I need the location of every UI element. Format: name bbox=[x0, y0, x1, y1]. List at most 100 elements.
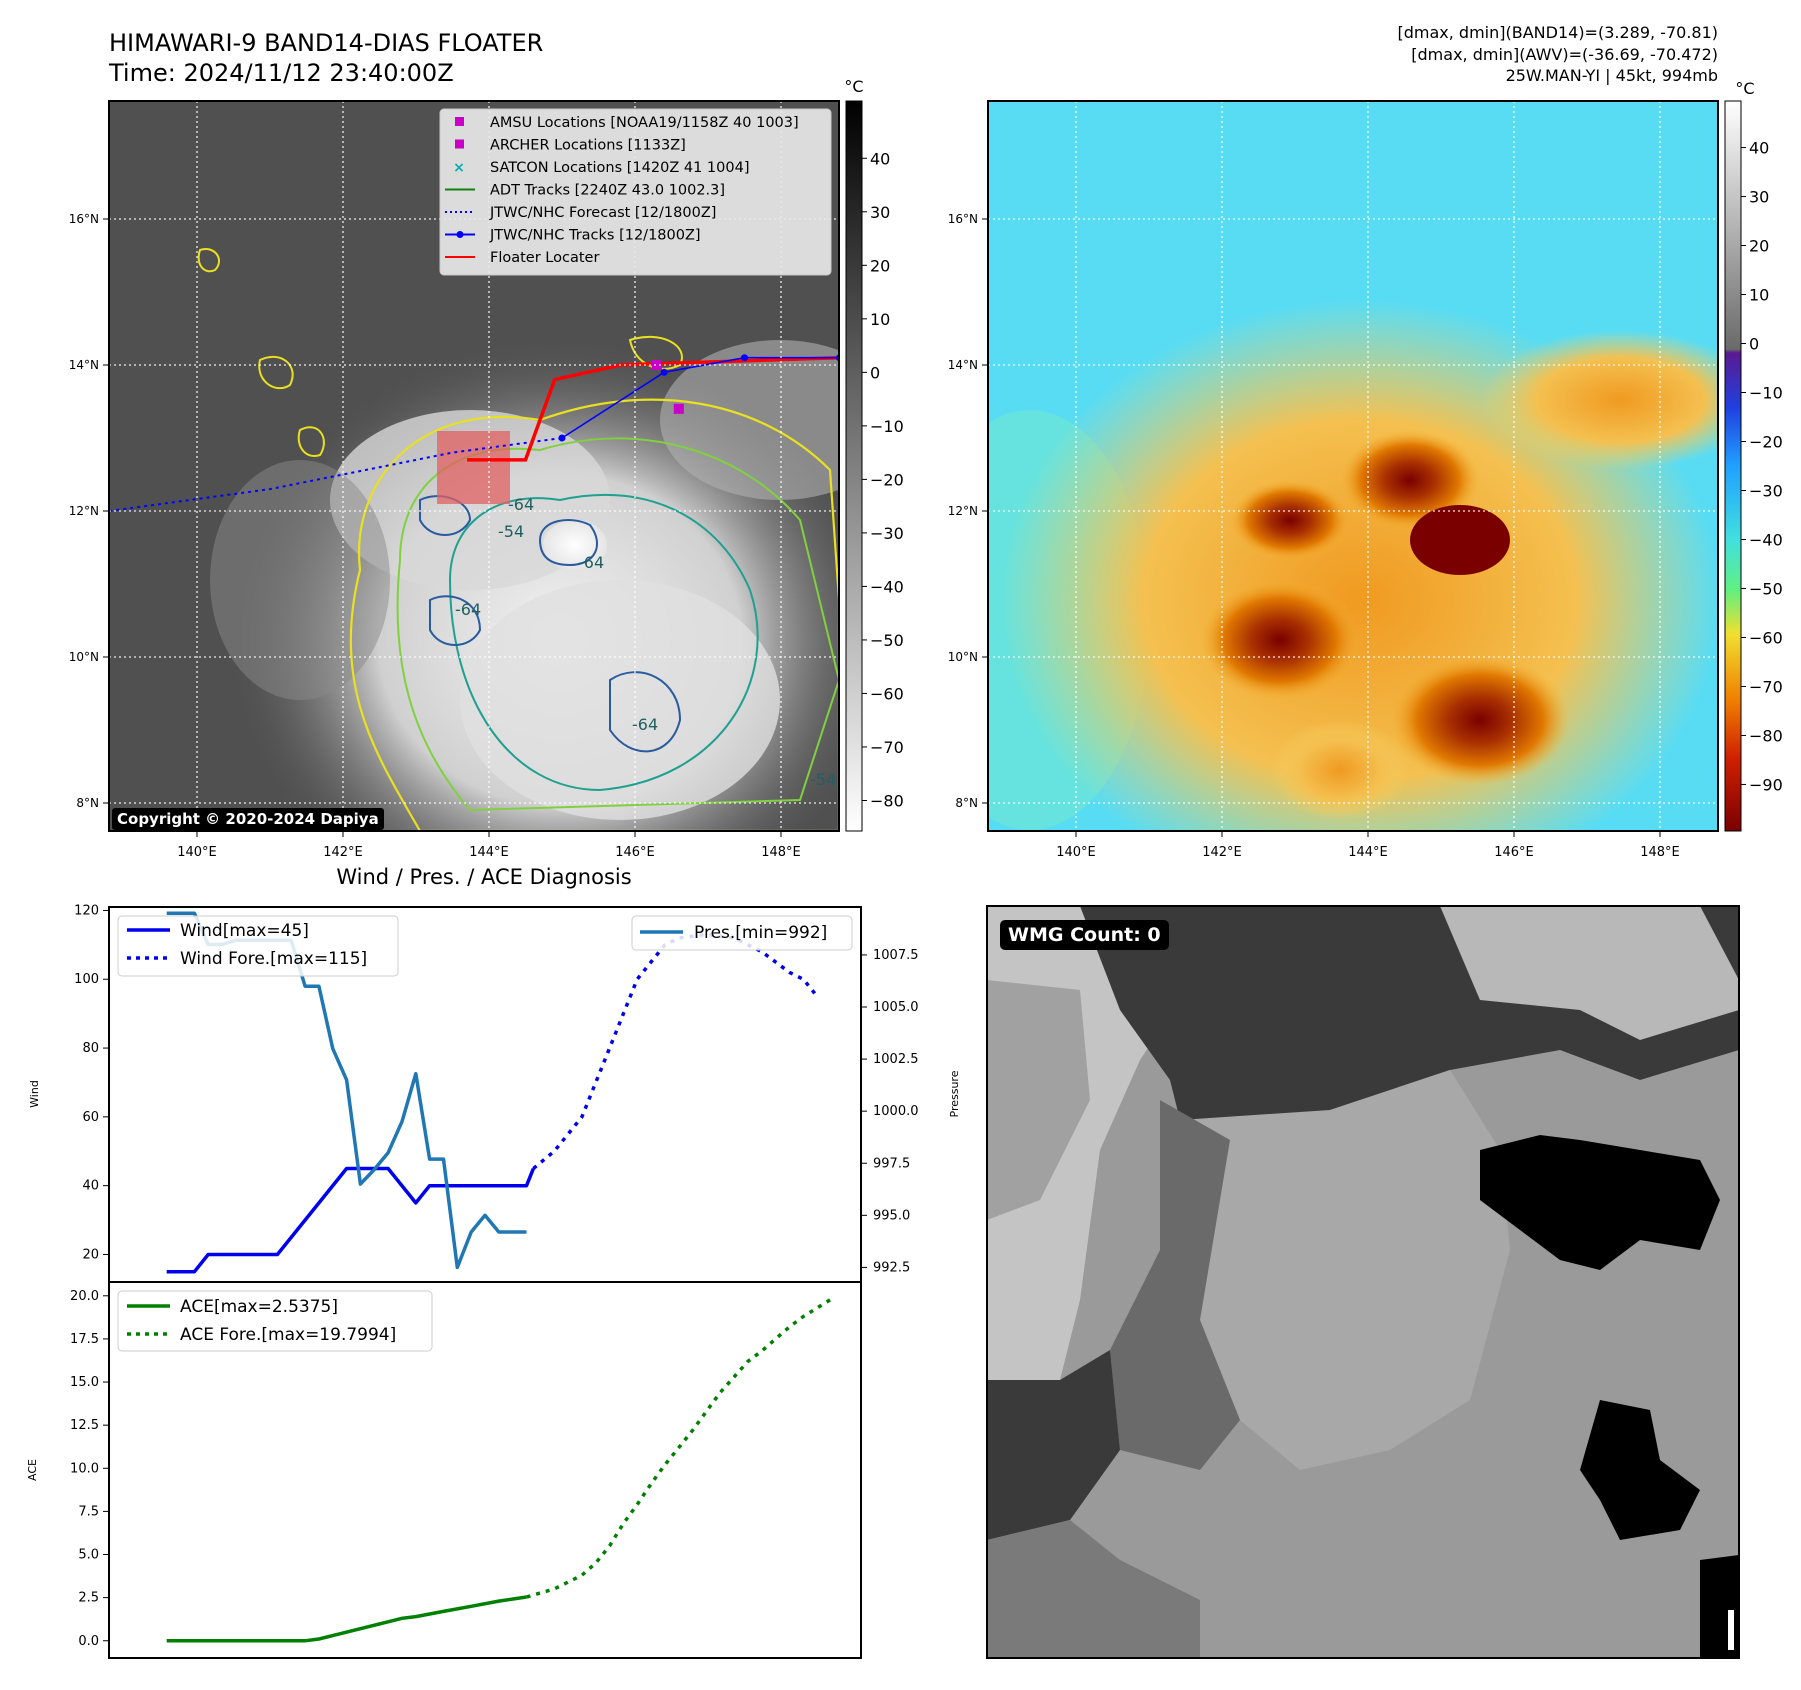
contour-label-3: -64 bbox=[578, 553, 604, 572]
ir-lon-label: 146°E bbox=[615, 845, 655, 860]
awv-lat-label: 16°N bbox=[948, 212, 978, 226]
pressure-ytick-label: 1007.5 bbox=[873, 948, 919, 963]
legend-item: JTWC/NHC Forecast [12/1800Z] bbox=[445, 205, 716, 221]
ir-colorbar-label: −60 bbox=[870, 684, 904, 703]
awv-lon-label: 148°E bbox=[1640, 845, 1680, 860]
legend-item: AMSU Locations [NOAA19/1158Z 40 1003] bbox=[455, 115, 799, 131]
pressure-ytick-label: 1000.0 bbox=[873, 1104, 919, 1119]
ace-fore-legend-label: ACE Fore.[max=19.7994] bbox=[180, 1325, 396, 1345]
ace-legend: ACE[max=2.5375] ACE Fore.[max=19.7994] bbox=[117, 1290, 433, 1352]
archer-marker bbox=[651, 360, 662, 370]
legend-label: SATCON Locations [1420Z 41 1004] bbox=[490, 160, 749, 176]
ir-lat-label: 10°N bbox=[69, 650, 99, 664]
legend-item: ARCHER Locations [1133Z] bbox=[455, 138, 686, 154]
ir-colorbar: °C 40 30 20 10 0 −10 −20 −30 −40 −50 −60 −70 −80 bbox=[844, 77, 904, 832]
legend-x-marker: × bbox=[453, 160, 465, 176]
ir-lat-label: 16°N bbox=[69, 212, 99, 226]
awv-colorbar-bar bbox=[1724, 100, 1742, 832]
ace-axis-label: ACE bbox=[26, 1459, 39, 1481]
ir-colorbar-label: 30 bbox=[870, 203, 890, 222]
ir-map-frame bbox=[108, 100, 840, 832]
ace-ytick-label: 5.0 bbox=[78, 1548, 99, 1563]
wmg-black-region bbox=[1480, 1135, 1720, 1270]
ace-ytick-label: 10.0 bbox=[70, 1461, 99, 1476]
wind-fore-legend-label: Wind Fore.[max=115] bbox=[180, 949, 367, 969]
awv-colorbar-label: 0 bbox=[1749, 335, 1759, 354]
ace-ytick-label: 2.5 bbox=[78, 1591, 99, 1606]
ir-colorbar-label: −10 bbox=[870, 417, 904, 436]
floater-locater-track bbox=[467, 355, 839, 462]
ir-colorbar-label: 10 bbox=[870, 310, 890, 329]
wind-series-0-line bbox=[166, 1166, 536, 1274]
awv-colorbar-label: −50 bbox=[1749, 579, 1783, 598]
wind-legend-label: Wind[max=45] bbox=[180, 921, 309, 941]
awv-colorbar-label: −70 bbox=[1749, 677, 1783, 696]
awv-colorbar-unit: °C bbox=[1735, 79, 1754, 98]
ace-legend-label: ACE[max=2.5375] bbox=[180, 1297, 338, 1317]
contour-label-5: -64 bbox=[632, 715, 658, 734]
awv-lon-label: 142°E bbox=[1202, 845, 1242, 860]
ace-series-1-line bbox=[526, 1297, 832, 1599]
ace-ytick-label: 17.5 bbox=[70, 1332, 99, 1347]
legend-item: × SATCON Locations [1420Z 41 1004] bbox=[453, 160, 749, 176]
awv-colorbar-label: −40 bbox=[1749, 530, 1783, 549]
figure-title: HIMAWARI-9 BAND14-DIAS FLOATER bbox=[109, 29, 543, 57]
wmg-count-badge: WMG Count: 0 bbox=[1000, 920, 1169, 950]
awv-colorbar-label: −90 bbox=[1749, 775, 1783, 794]
wind-legend-box bbox=[117, 915, 399, 977]
contour-label-2: -54 bbox=[498, 522, 524, 541]
legend-label: ADT Tracks [2240Z 43.0 1002.3] bbox=[490, 183, 725, 199]
pressure-legend: Pres.[min=992] bbox=[631, 915, 853, 951]
awv-colorbar-label: −80 bbox=[1749, 726, 1783, 745]
track-legend: AMSU Locations [NOAA19/1158Z 40 1003] ARC… bbox=[439, 108, 832, 276]
diagnosis-title: Wind / Pres. / ACE Diagnosis bbox=[336, 865, 631, 889]
figure-time: Time: 2024/11/12 23:40:00Z bbox=[108, 59, 454, 87]
cold-core bbox=[1410, 505, 1510, 575]
stat-band14: [dmax, dmin](BAND14)=(3.289, -70.81) bbox=[1398, 23, 1719, 42]
awv-lon-label: 144°E bbox=[1348, 845, 1388, 860]
ir-lat-label: 14°N bbox=[69, 358, 99, 372]
legend-square-marker bbox=[455, 117, 464, 126]
awv-colorbar-label: 30 bbox=[1749, 188, 1769, 207]
ace-ytick-label: 12.5 bbox=[70, 1418, 99, 1433]
wind-ytick-label: 120 bbox=[74, 903, 99, 918]
best-track-point bbox=[660, 368, 668, 376]
ir-lon-label: 148°E bbox=[761, 845, 801, 860]
awv-map-panel: 140°E 142°E 144°E 146°E 148°E 16°N 14°N 12°N 10… bbox=[948, 100, 1719, 860]
awv-colorbar-label: 10 bbox=[1749, 286, 1769, 305]
ir-colorbar-label: 20 bbox=[870, 256, 890, 275]
pressure-ytick-label: 997.5 bbox=[873, 1156, 910, 1171]
ace-chart: ACE 20.0 17.5 15.0 12.5 10.0 7.5 5.0 2.5 0.0 ACE… bbox=[26, 1281, 862, 1659]
ir-colorbar-label: −20 bbox=[870, 470, 904, 489]
ir-colorbar-label: −70 bbox=[870, 738, 904, 757]
best-track-point bbox=[741, 354, 748, 362]
wind-ytick-label: 100 bbox=[74, 972, 99, 987]
legend-label: AMSU Locations [NOAA19/1158Z 40 1003] bbox=[490, 115, 799, 131]
amsu-marker bbox=[673, 403, 684, 414]
copyright-badge: Copyright © 2020-2024 Dapiya bbox=[112, 808, 384, 830]
pressure-ytick-label: 1002.5 bbox=[873, 1052, 919, 1067]
floater-box bbox=[437, 431, 510, 504]
legend-label: JTWC/NHC Forecast [12/1800Z] bbox=[489, 205, 716, 221]
awv-lon-label: 140°E bbox=[1056, 845, 1096, 860]
legend-dot-marker bbox=[456, 231, 464, 238]
wind-axis-label: Wind bbox=[28, 1080, 41, 1108]
awv-lat-label: 14°N bbox=[948, 358, 978, 372]
ace-series-0-line bbox=[166, 1595, 527, 1643]
legend-label: ARCHER Locations [1133Z] bbox=[490, 138, 686, 154]
awv-colorbar-label: −20 bbox=[1749, 433, 1783, 452]
awv-colorbar-label: −10 bbox=[1749, 384, 1783, 403]
ir-colorbar-bar bbox=[845, 100, 863, 832]
pressure-legend-label: Pres.[min=992] bbox=[694, 923, 827, 943]
ir-colorbar-label: −80 bbox=[870, 791, 904, 810]
contour-label-4: -64 bbox=[455, 600, 481, 619]
ir-lon-label: 142°E bbox=[323, 845, 363, 860]
wind-series-1-line bbox=[532, 932, 819, 1170]
awv-lon-label: 146°E bbox=[1494, 845, 1534, 860]
ir-colorbar-label: 40 bbox=[870, 149, 890, 168]
awv-colorbar-label: −30 bbox=[1749, 481, 1783, 500]
ir-map-panel: -64 -54 -64 -64 -64 -54 140°E 142°E 144°E 1… bbox=[69, 100, 840, 860]
stat-awv: [dmax, dmin](AWV)=(-36.69, -70.472) bbox=[1411, 45, 1718, 64]
legend-item: ADT Tracks [2240Z 43.0 1002.3] bbox=[445, 183, 725, 199]
